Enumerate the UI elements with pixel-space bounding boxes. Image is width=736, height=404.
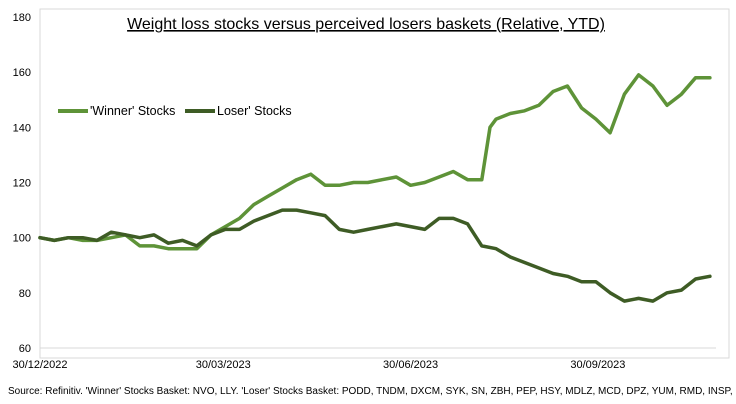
y-tick-label: 140 xyxy=(13,122,31,134)
series-line-winner xyxy=(38,73,712,251)
source-note: Source: Refinitiv. 'Winner' Stocks Baske… xyxy=(8,386,736,397)
legend: 'Winner' Stocks Loser' Stocks xyxy=(58,104,292,118)
x-tick-label: 30/09/2023 xyxy=(570,359,625,371)
x-tick-label: 30/03/2023 xyxy=(196,359,251,371)
x-axis: 30/12/2022 30/03/2023 30/06/2023 30/09/2023 xyxy=(12,347,716,371)
y-tick-label: 180 xyxy=(13,12,31,24)
x-tick-label: 30/12/2022 xyxy=(12,359,67,371)
series-line-loser xyxy=(38,208,712,303)
legend-label-winner: 'Winner' Stocks xyxy=(90,104,175,118)
y-axis: 60 80 100 120 140 160 180 xyxy=(13,12,31,355)
chart-title: Weight loss stocks versus perceived lose… xyxy=(127,16,605,33)
y-tick-label: 100 xyxy=(13,233,31,245)
y-tick-label: 60 xyxy=(19,343,31,355)
legend-label-loser: Loser' Stocks xyxy=(217,104,292,118)
x-tick-label: 30/06/2023 xyxy=(383,359,438,371)
y-tick-label: 120 xyxy=(13,178,31,190)
plot-frame xyxy=(39,8,730,359)
series-layer xyxy=(38,73,712,303)
y-tick-label: 80 xyxy=(19,288,31,300)
y-tick-label: 160 xyxy=(13,67,31,79)
